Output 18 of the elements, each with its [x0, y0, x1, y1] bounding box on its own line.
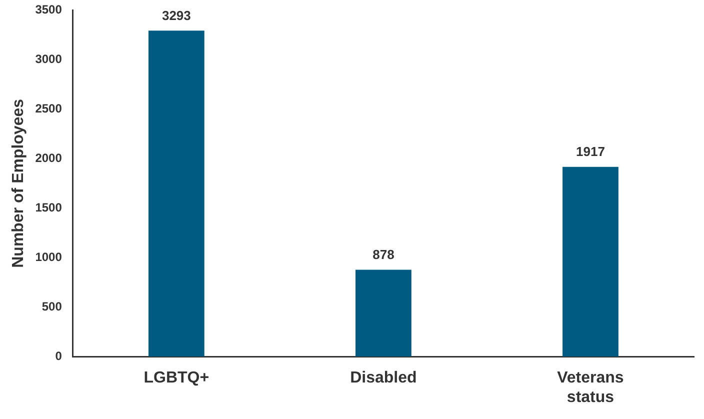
y-tick-label: 1500 — [35, 200, 62, 214]
data-label: 878 — [372, 246, 394, 262]
y-tick-label: 2500 — [35, 101, 62, 116]
bar — [148, 30, 204, 357]
y-tick-label: 3000 — [35, 52, 62, 66]
y-tick-label: 2000 — [35, 150, 62, 165]
y-tick-label: 1000 — [35, 250, 62, 264]
y-tick-label: 3500 — [35, 2, 62, 17]
y-tick-label: 500 — [42, 299, 62, 314]
y-tick-label: 0 — [55, 348, 62, 363]
bar — [356, 270, 412, 357]
y-axis-title: Number of Employees — [10, 98, 28, 268]
data-label: 1917 — [576, 144, 605, 159]
bar — [562, 166, 618, 357]
x-tick-label: LGBTQ+ — [144, 370, 210, 387]
x-tick-label: Disabled — [350, 370, 417, 387]
data-label: 3293 — [162, 8, 191, 23]
x-tick-label: Veterans status — [557, 370, 624, 406]
